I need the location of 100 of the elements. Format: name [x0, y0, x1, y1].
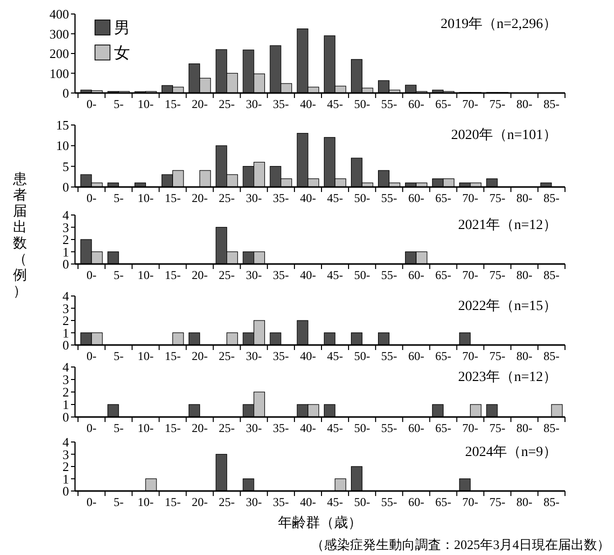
x-tick-label: 30-: [246, 191, 262, 205]
x-tick-label: 25-: [218, 268, 235, 282]
x-tick-label: 20-: [192, 421, 208, 435]
x-tick-label: 40-: [300, 191, 316, 205]
y-tick-label: 100: [50, 66, 69, 81]
x-tick-label: 20-: [192, 191, 208, 205]
x-tick-label: 15-: [164, 349, 181, 363]
x-tick-label: 55-: [381, 349, 398, 363]
x-tick-label: 75-: [489, 349, 506, 363]
x-tick-label: 40-: [300, 421, 316, 435]
x-tick-label: 20-: [192, 268, 208, 282]
x-tick-label: 65-: [435, 191, 452, 205]
x-tick-label: 35-: [272, 97, 289, 111]
x-tick-label: 70-: [462, 191, 478, 205]
x-tick-label: 75-: [489, 97, 506, 111]
x-tick-label: 35-: [272, 268, 289, 282]
y-tick-label: 0: [62, 180, 69, 195]
x-tick-label: 15-: [164, 97, 181, 111]
x-tick-label: 85-: [543, 495, 560, 509]
x-tick-label: 35-: [272, 421, 289, 435]
x-tick-label: 5-: [114, 349, 124, 363]
x-tick-label: 75-: [489, 268, 506, 282]
x-tick-label: 45-: [327, 191, 344, 205]
x-tick-label: 60-: [408, 495, 424, 509]
x-tick-label: 80-: [516, 495, 532, 509]
x-tick-label: 75-: [489, 495, 506, 509]
x-tick-label: 25-: [218, 495, 235, 509]
x-tick-label: 60-: [408, 97, 424, 111]
x-tick-label: 80-: [516, 268, 532, 282]
x-tick-label: 85-: [543, 97, 560, 111]
y-tick-label: 2: [62, 384, 69, 400]
x-tick-label: 0-: [86, 191, 97, 205]
y-tick-label: 0: [62, 256, 69, 272]
y-tick-label: 200: [50, 46, 69, 62]
x-tick-label: 65-: [435, 349, 452, 363]
y-tick-label: 10: [56, 138, 69, 154]
x-tick-label: 30-: [246, 495, 262, 509]
y-tick-label: 15: [56, 118, 69, 133]
x-tick-label: 25-: [218, 349, 235, 363]
x-tick-label: 15-: [164, 191, 181, 205]
x-tick-label: 10-: [138, 349, 154, 363]
x-tick-label: 5-: [114, 191, 124, 205]
x-tick-label: 10-: [138, 421, 154, 435]
x-tick-label: 55-: [381, 421, 398, 435]
x-tick-label: 70-: [462, 495, 478, 509]
x-tick-label: 0-: [86, 349, 97, 363]
y-tick-label: 4: [62, 360, 70, 375]
chart-title: 2022年（n=15）: [458, 298, 557, 314]
x-tick-label: 0-: [86, 495, 97, 509]
x-tick-label: 55-: [381, 495, 398, 509]
y-axis-title: 患者届出数（例）: [12, 172, 27, 300]
x-tick-label: 10-: [138, 268, 154, 282]
x-tick-label: 40-: [300, 97, 316, 111]
x-tick-label: 80-: [516, 349, 532, 363]
x-tick-label: 45-: [327, 268, 344, 282]
x-tick-label: 50-: [354, 97, 370, 111]
x-tick-label: 30-: [246, 268, 262, 282]
x-tick-label: 85-: [543, 421, 560, 435]
y-tick-label: 300: [50, 26, 69, 42]
x-tick-label: 20-: [192, 495, 208, 509]
x-tick-label: 30-: [246, 349, 262, 363]
x-tick-label: 25-: [218, 97, 235, 111]
x-tick-label: 75-: [489, 421, 506, 435]
x-tick-label: 80-: [516, 421, 532, 435]
chart-title: 2024年（n=9）: [465, 444, 557, 460]
x-tick-label: 50-: [354, 191, 370, 205]
x-tick-label: 30-: [246, 97, 262, 111]
x-tick-label: 35-: [272, 349, 289, 363]
x-tick-label: 50-: [354, 421, 370, 435]
y-tick-label: 5: [62, 158, 69, 174]
legend-label: 男: [114, 20, 130, 37]
y-tick-label: 1: [62, 397, 69, 412]
x-tick-label: 60-: [408, 349, 424, 363]
x-tick-label: 65-: [435, 97, 452, 111]
x-tick-label: 60-: [408, 191, 424, 205]
x-tick-label: 45-: [327, 97, 344, 111]
x-tick-label: 70-: [462, 421, 478, 435]
chart-title: 2021年（n=12）: [458, 217, 557, 233]
y-tick-label: 0: [62, 410, 69, 425]
x-tick-label: 40-: [300, 495, 316, 509]
x-tick-label: 55-: [381, 191, 398, 205]
x-tick-label: 5-: [114, 268, 124, 282]
x-tick-label: 0-: [86, 421, 97, 435]
legend-label: 女: [114, 45, 130, 62]
x-tick-label: 30-: [246, 421, 262, 435]
text: （感染症発生動向調査：2025年3月4日現在届出数）: [311, 537, 610, 552]
chart-title: 2020年（n=101）: [451, 127, 557, 143]
x-tick-label: 15-: [164, 268, 181, 282]
y-tick-label: 0: [62, 86, 69, 101]
x-tick-label: 55-: [381, 97, 398, 111]
x-tick-label: 50-: [354, 495, 370, 509]
x-tick-label: 65-: [435, 421, 452, 435]
x-tick-label: 5-: [114, 421, 124, 435]
x-tick-label: 10-: [138, 97, 154, 111]
y-tick-label: 0: [62, 484, 69, 499]
x-tick-label: 45-: [327, 495, 344, 509]
x-tick-label: 45-: [327, 421, 344, 435]
x-tick-label: 65-: [435, 268, 452, 282]
x-tick-label: 0-: [86, 97, 97, 111]
x-tick-label: 5-: [114, 97, 124, 111]
